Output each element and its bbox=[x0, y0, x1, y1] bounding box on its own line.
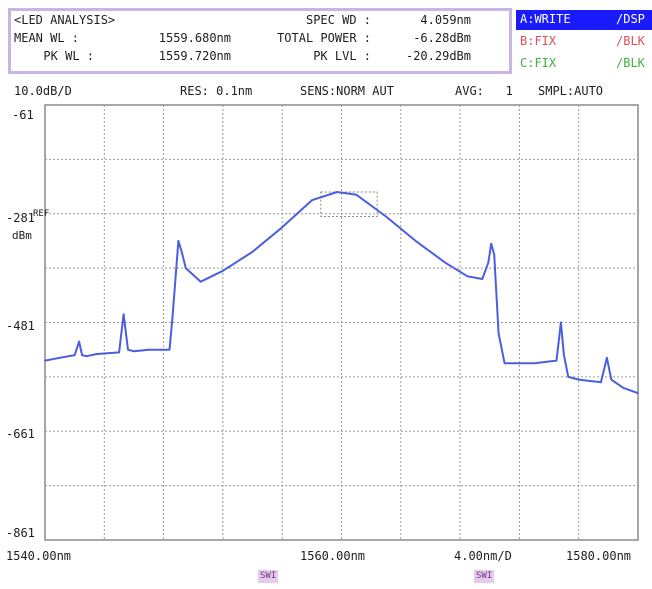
trace-c-name: C:FIX bbox=[520, 56, 557, 70]
spectrum-data-point bbox=[222, 270, 224, 272]
total-power-value: -6.28dBm bbox=[413, 31, 471, 45]
spectrum-data-point bbox=[44, 359, 46, 362]
peak-search-box bbox=[320, 191, 378, 217]
pk-wl-value: 1559.720nm bbox=[158, 49, 231, 63]
unit-label: dBm bbox=[12, 229, 32, 242]
spectrum-data-point bbox=[311, 199, 313, 201]
trace-a-mode: /DSP bbox=[616, 12, 645, 26]
res-label: RES: 0.1nm bbox=[180, 84, 253, 98]
marker-right[interactable]: SWI bbox=[474, 570, 495, 583]
marker-left[interactable]: SWI bbox=[258, 570, 279, 583]
trace-c-row[interactable]: C:FIX /BLK bbox=[516, 54, 652, 74]
spectrum-data-point bbox=[122, 313, 125, 316]
spectrum-data-point bbox=[622, 386, 624, 389]
pk-wl-label: PK WL : bbox=[43, 49, 94, 63]
trace-b-name: B:FIX bbox=[520, 34, 557, 48]
spectrum-data-point bbox=[444, 261, 447, 264]
trace-b-row[interactable]: B:FIX /BLK bbox=[516, 32, 652, 52]
spectrum-data-point bbox=[600, 381, 602, 384]
trace-a-name: A:WRITE bbox=[520, 12, 571, 26]
x-start-label: 1540.00nm bbox=[6, 549, 72, 563]
trace-c-mode: /BLK bbox=[616, 56, 645, 70]
spectrum-data-point bbox=[168, 348, 171, 351]
spectrum-data-point bbox=[497, 332, 500, 335]
y-tick-bottom: -861 bbox=[6, 526, 35, 540]
spectrum-data-point bbox=[96, 353, 98, 355]
spectrum-data-point bbox=[563, 354, 565, 356]
y-tick-top: -61 bbox=[12, 108, 34, 122]
spectrum-data-point bbox=[336, 191, 338, 193]
spectrum-data-point bbox=[171, 316, 174, 318]
spectrum-data-point bbox=[281, 226, 284, 229]
spectrum-data-point bbox=[133, 350, 135, 353]
spectrum-data-point bbox=[385, 215, 387, 218]
spectrum-data-point bbox=[414, 240, 417, 242]
analysis-title: <LED ANALYSIS> bbox=[14, 13, 116, 27]
mean-wl-value: 1559.680nm bbox=[158, 31, 231, 45]
spectrum-data-point bbox=[73, 354, 76, 356]
spectrum-data-point bbox=[78, 340, 80, 343]
spectrum-data-point bbox=[606, 357, 608, 359]
spectrum-data-point bbox=[81, 354, 83, 356]
spectrum-data-point bbox=[180, 249, 183, 252]
spec-wd-value: 4.059nm bbox=[420, 13, 471, 27]
scale-label: 10.0dB/D bbox=[14, 84, 72, 98]
x-span-label: 4.00nm/D bbox=[454, 549, 512, 563]
spectrum-data-point bbox=[560, 321, 562, 324]
pk-lvl-value: -20.29dBm bbox=[405, 49, 471, 63]
sens-label: SENS:NORM AUT bbox=[300, 84, 394, 98]
trace-panel: A:WRITE /DSP B:FIX /BLK C:FIX /BLK bbox=[516, 8, 652, 76]
spectrum-data-point bbox=[251, 251, 254, 253]
spectrum-data-point bbox=[127, 348, 129, 351]
spectrum-data-point bbox=[490, 242, 493, 245]
spectrum-data-point bbox=[481, 278, 484, 280]
smpl-label: SMPL:AUTO bbox=[538, 84, 604, 98]
spectrum-data-point bbox=[503, 362, 506, 365]
spectrum-data-point bbox=[118, 351, 120, 354]
spectrum-data-point bbox=[555, 359, 558, 362]
mean-wl-label: MEAN WL : bbox=[14, 31, 80, 45]
spectrum-data-point bbox=[637, 392, 639, 394]
trace-b-mode: /BLK bbox=[616, 34, 645, 48]
spectrum-data-point bbox=[493, 253, 495, 256]
spectrum-data-point bbox=[85, 355, 88, 358]
y-tick-3: -481 bbox=[6, 319, 35, 333]
spec-wd-label: SPEC WD : bbox=[305, 13, 371, 27]
spectrum-data-point bbox=[177, 240, 180, 242]
analysis-info-box: <LED ANALYSIS> MEAN WL : 1559.680nm PK W… bbox=[8, 8, 512, 74]
spectrum-data-point bbox=[59, 357, 61, 359]
spectrum-data-point bbox=[185, 267, 187, 269]
x-center-label: 1560.00nm bbox=[300, 549, 366, 563]
spectrum-data-point bbox=[567, 376, 570, 378]
ref-label: REF bbox=[33, 209, 50, 219]
y-tick-4: -661 bbox=[6, 427, 35, 441]
trace-a-row[interactable]: A:WRITE /DSP bbox=[516, 10, 652, 30]
spectrum-data-point bbox=[199, 280, 202, 283]
avg-label: AVG: 1 bbox=[455, 84, 513, 98]
y-tick-2: -281 bbox=[6, 211, 35, 225]
spectrum-data-point bbox=[147, 348, 150, 351]
total-power-label: TOTAL POWER : bbox=[277, 31, 371, 45]
chart-marks bbox=[44, 191, 639, 395]
spectrum-data-point bbox=[487, 261, 490, 264]
spectrum-data-point bbox=[533, 362, 536, 365]
spectrum-data-point bbox=[355, 193, 358, 196]
spectrum-data-point bbox=[466, 275, 469, 278]
spectrum-data-point bbox=[610, 378, 613, 381]
x-end-label: 1580.00nm bbox=[566, 549, 632, 563]
spectrum-data-point bbox=[577, 378, 580, 381]
pk-lvl-label: PK LVL : bbox=[313, 49, 371, 63]
chart-grid bbox=[44, 104, 639, 541]
